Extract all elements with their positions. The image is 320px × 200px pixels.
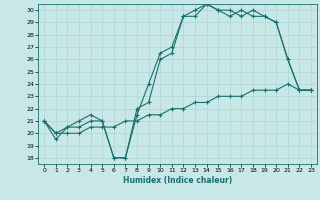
X-axis label: Humidex (Indice chaleur): Humidex (Indice chaleur): [123, 176, 232, 185]
